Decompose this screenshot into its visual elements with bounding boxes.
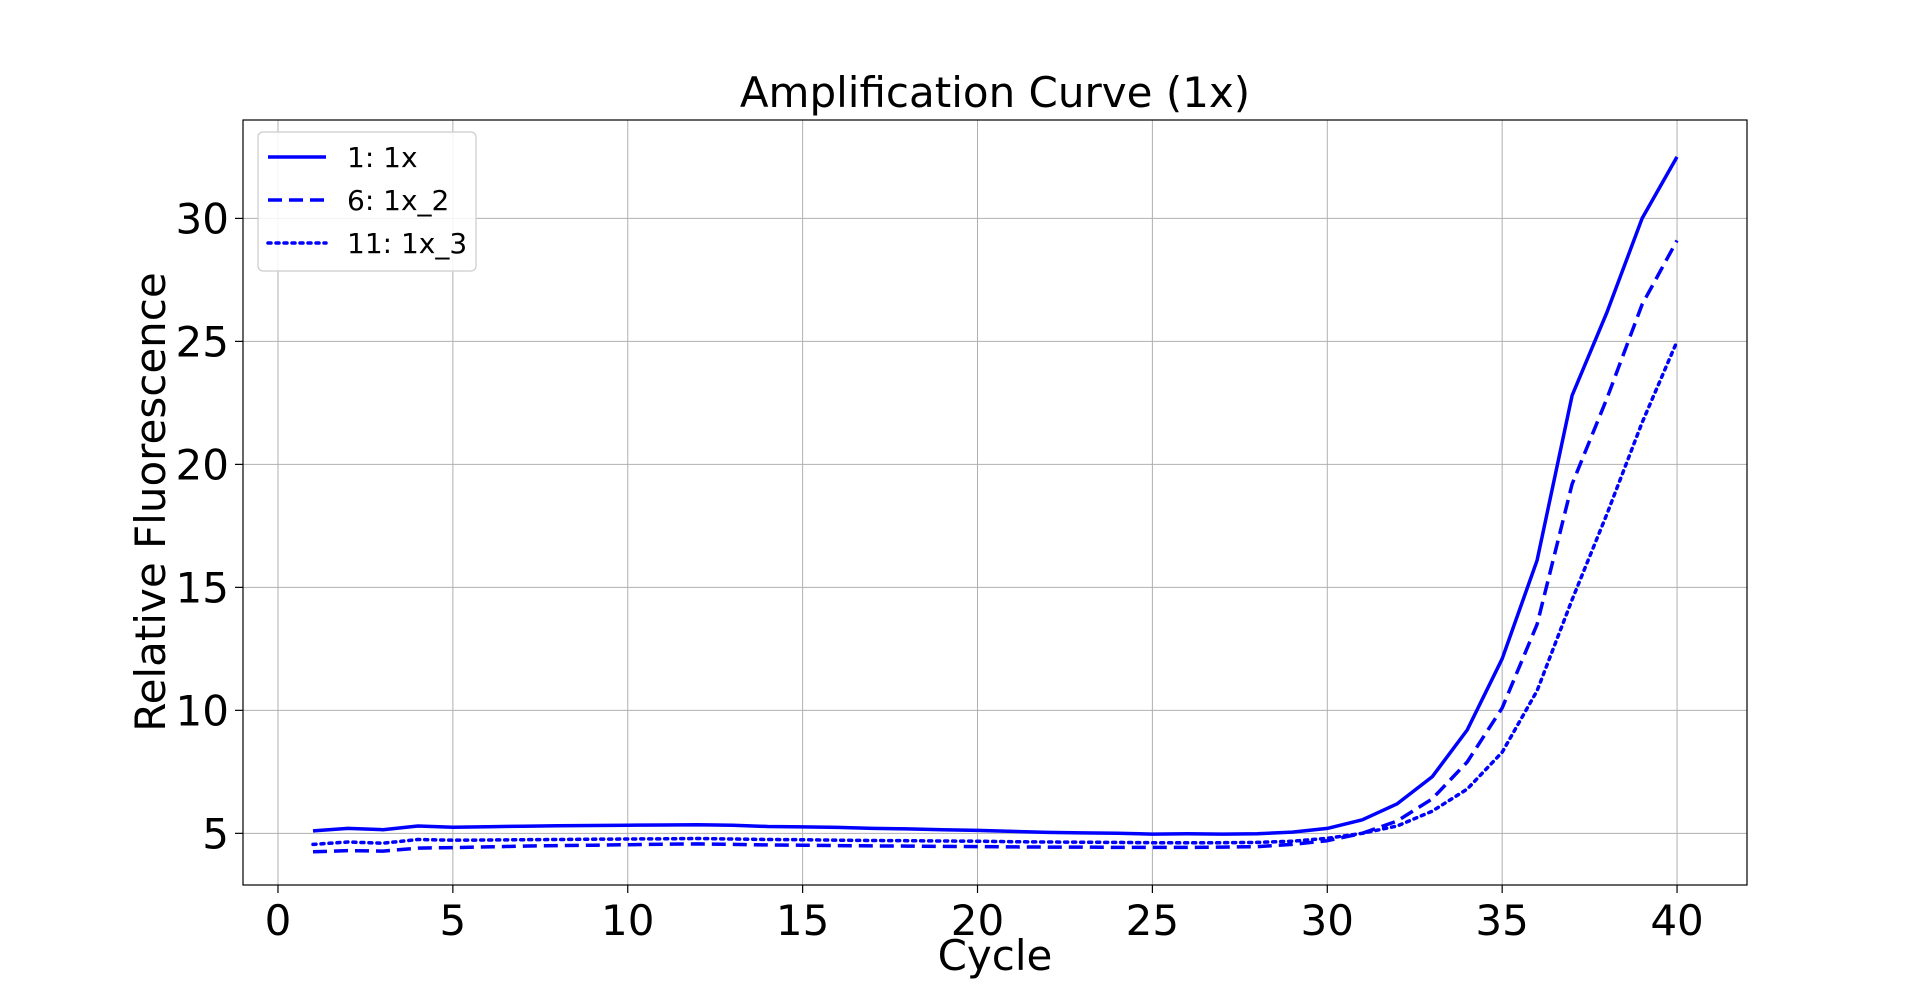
x-axis-ticks: 0 5 10 15 20 25 30 35 40 [265,885,1704,945]
legend-label: 1: 1x [347,141,418,174]
grid-lines [243,120,1747,885]
x-tick-label: 5 [439,896,466,945]
x-tick-label: 30 [1301,896,1354,945]
chart-title: Amplification Curve (1x) [740,68,1250,117]
y-axis-label: Relative Fluorescence [126,272,175,731]
legend: 1: 1x 6: 1x_2 11: 1x_3 [257,131,477,272]
series-line-1 [312,156,1679,836]
y-axis-ticks: 5 10 15 20 25 30 [176,194,243,858]
y-tick-label: 10 [176,686,229,735]
x-tick-label: 40 [1650,896,1703,945]
legend-box [257,131,477,272]
y-tick-label: 15 [176,563,229,612]
x-tick-label: 0 [265,896,292,945]
x-tick-label: 35 [1475,896,1528,945]
x-tick-label: 15 [776,896,829,945]
y-tick-label: 25 [176,317,229,366]
series-line-2 [312,239,1679,854]
x-tick-label: 20 [951,896,1004,945]
plot-frame [242,119,1748,886]
x-tick-label: 10 [601,896,654,945]
x-tick-label: 25 [1126,896,1179,945]
y-tick-label: 20 [176,440,229,489]
series-line-3 [311,339,1679,847]
legend-label: 6: 1x_2 [347,184,449,217]
legend-label: 11: 1x_3 [347,227,467,260]
x-axis-label: Cycle [938,931,1053,980]
y-tick-label: 5 [202,809,229,858]
series-lines [311,156,1679,854]
y-tick-label: 30 [176,194,229,243]
